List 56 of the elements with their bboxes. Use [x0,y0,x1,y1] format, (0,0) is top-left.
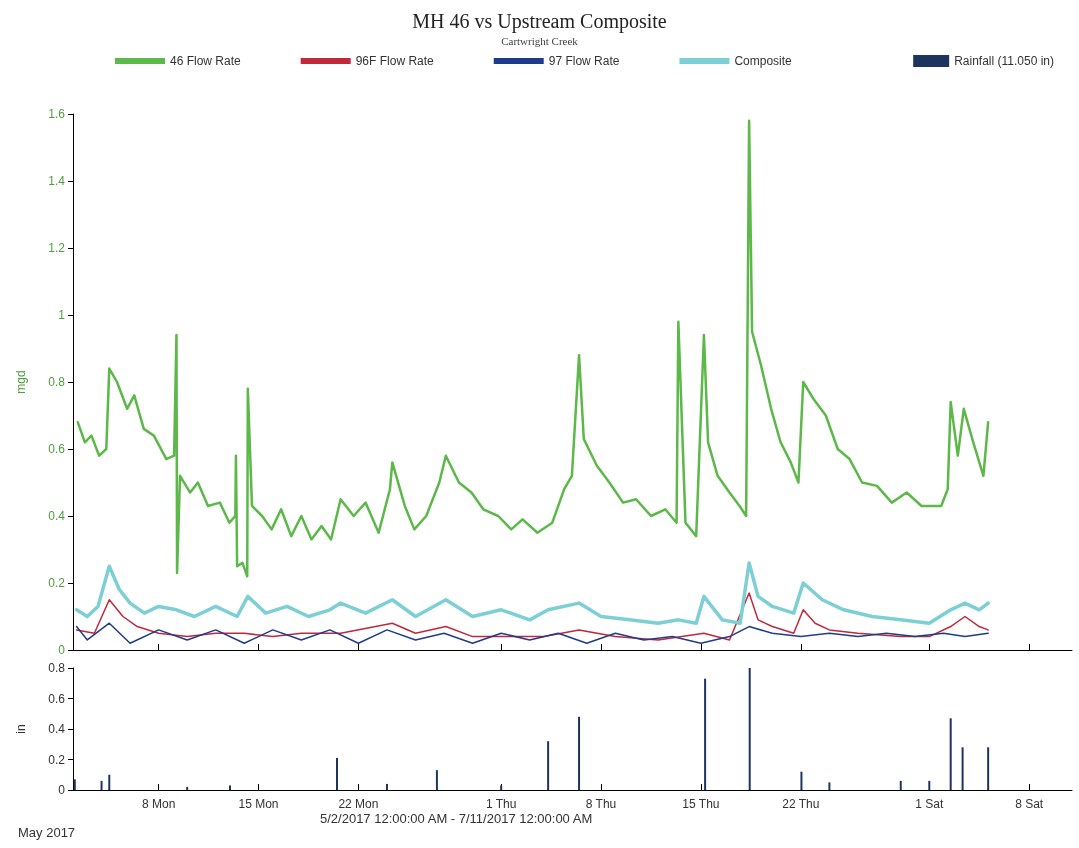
x-tick-label: 22 Thu [782,797,820,811]
legend-label: 97 Flow Rate [548,54,620,68]
y-tick-label: 0.4 [48,509,66,523]
bar [828,782,831,790]
y-tick-label: 0 [58,783,66,797]
line-series [74,561,990,625]
y-tick-label: 1.6 [48,107,66,121]
chart-subtitle: Cartwright Creek [501,34,579,47]
x-tick-label: 15 Thu [682,797,720,811]
legend-label: 46 Flow Rate [170,54,242,68]
x-tick-label: 15 Mon [238,797,279,811]
bar [704,678,707,790]
bar [748,668,751,790]
y-tick-label: 0.8 [48,661,66,675]
line-series [75,592,989,641]
bar [578,716,581,790]
legend-label: Rainfall (11.050 in) [954,54,1055,68]
bar [961,747,964,790]
y-tick-label: 0.4 [48,722,66,736]
y-axis-title: in [14,724,28,734]
bar [435,770,438,790]
bar [899,780,902,790]
y-tick-label: 1.4 [48,174,66,188]
line-series [76,119,990,578]
bar [547,741,550,790]
legend-label: 96F Flow Rate [355,54,435,68]
y-tick-label: 1 [58,308,66,322]
x-tick-label: 22 Mon [338,797,379,811]
y-tick-label: 0.2 [48,752,66,767]
x-tick-label: 8 Mon [141,797,176,811]
x-tick-label: 1 Thu [485,797,517,811]
text: 5/2/2017 12:00:00 AM - 7/11/2017 12:00:00 AM [320,811,593,826]
chart-title: MH 46 vs Upstream Composite [412,10,667,33]
text: May 2017 [18,825,76,840]
y-tick-label: 0.8 [48,375,66,389]
bar [100,780,103,790]
y-tick-label: 1.2 [48,241,66,255]
y-axis-title: mgd [14,370,28,394]
legend-label: Composite [734,54,793,68]
bar [987,747,990,790]
y-tick-label: 0 [58,643,66,657]
x-tick-label: 8 Sat [1015,797,1044,811]
x-tick-label: 8 Thu [585,797,617,811]
bar [108,774,111,790]
bar [949,718,952,790]
bar [800,771,803,790]
bar [336,757,339,790]
y-tick-label: 0.2 [48,576,66,590]
line-series [75,622,989,645]
x-tick-label: 1 Sat [915,797,944,811]
bar [73,779,76,790]
bar [228,785,231,790]
y-tick-label: 0.6 [48,691,66,706]
bar [385,783,388,790]
bar [186,786,189,790]
y-tick-label: 0.6 [48,442,66,456]
